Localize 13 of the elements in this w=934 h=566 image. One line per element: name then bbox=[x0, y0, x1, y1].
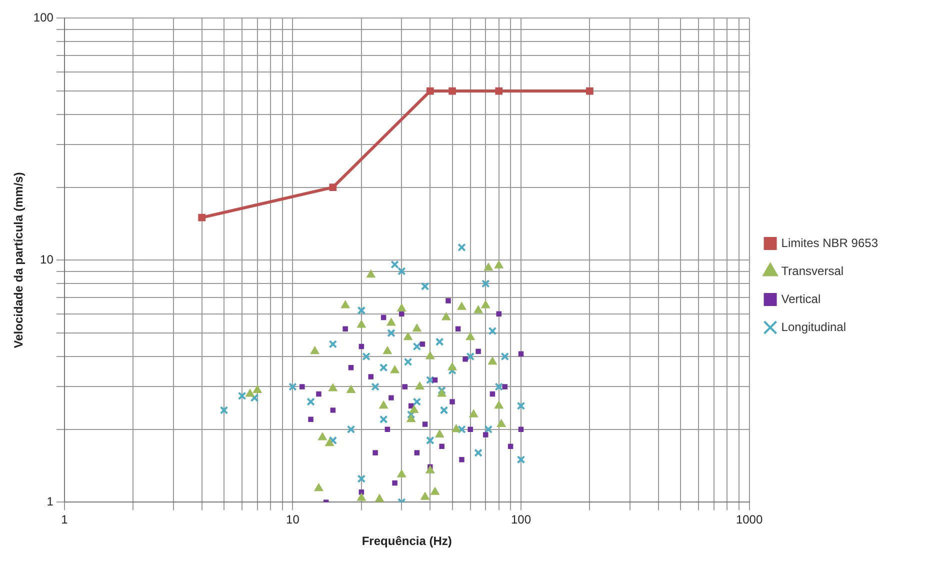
x-tick-label: 1000 bbox=[736, 512, 763, 527]
x-axis-title: Frequência (Hz) bbox=[362, 534, 452, 548]
x-tick-label: 10 bbox=[286, 512, 300, 527]
x-tick-label: 100 bbox=[510, 512, 532, 527]
legend-label: Transversal bbox=[781, 264, 844, 278]
y-tick-label: 100 bbox=[33, 10, 54, 25]
y-tick-label: 10 bbox=[40, 252, 54, 267]
legend-label: Limites NBR 9653 bbox=[781, 236, 878, 250]
y-axis-title: Velocidade da partícula (mm/s) bbox=[12, 172, 26, 348]
x-tick-label: 1 bbox=[61, 512, 68, 527]
y-tick-label: 1 bbox=[46, 494, 54, 509]
legend-label: Longitudinal bbox=[781, 320, 846, 334]
legend-label: Vertical bbox=[781, 292, 821, 306]
